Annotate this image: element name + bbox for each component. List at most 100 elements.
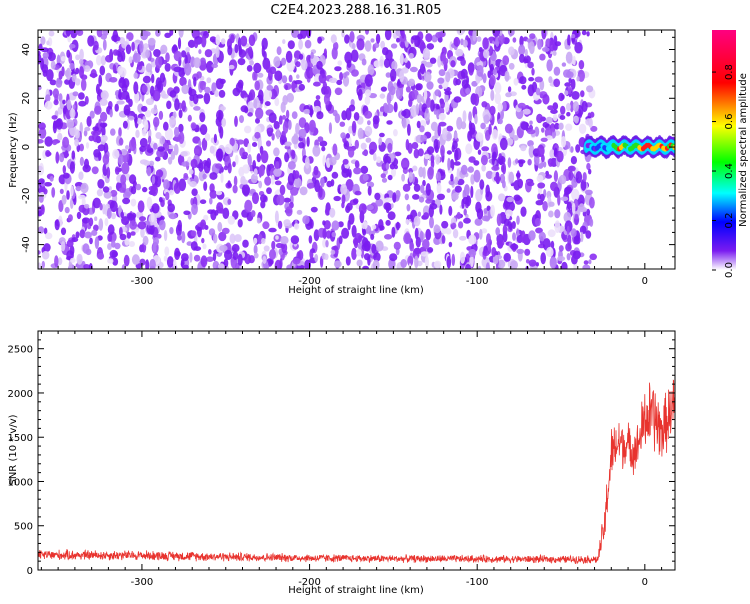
- spectrogram-noise-dot: [79, 66, 84, 79]
- spectrogram-noise-dot: [160, 90, 166, 99]
- spectrogram-noise-dot: [100, 55, 107, 66]
- spectrogram-noise-dot: [246, 65, 253, 72]
- spectrogram-noise-dot: [450, 173, 454, 182]
- spectrogram-noise-dot: [358, 203, 367, 215]
- spectrogram-noise-dot: [284, 84, 288, 91]
- spectrogram-noise-dot: [279, 258, 283, 269]
- spectrogram-noise-dot: [430, 99, 435, 112]
- spectrogram-noise-dot: [181, 231, 186, 244]
- spectrogram-noise-dot: [391, 60, 398, 71]
- spectrogram-noise-dot: [463, 208, 467, 216]
- spectrogram-noise-dot: [348, 104, 356, 112]
- spectrogram-noise-dot: [121, 83, 128, 93]
- spectrogram-noise-dot: [71, 150, 76, 160]
- spectrogram-noise-dot: [180, 151, 188, 157]
- spectrogram-noise-dot: [282, 39, 286, 45]
- spectrogram-noise-dot: [123, 254, 130, 267]
- spectrogram-noise-dot: [400, 40, 405, 49]
- spectrogram-noise-dot: [89, 237, 93, 245]
- spectrogram-noise-dot: [54, 255, 59, 268]
- spectrogram-noise-dot: [546, 59, 553, 72]
- spectrogram-noise-dot: [107, 258, 114, 264]
- spectrogram-noise-dot: [100, 90, 109, 100]
- spectrogram-noise-dot: [558, 245, 564, 252]
- spectrogram-noise-dot: [173, 50, 182, 62]
- spectrogram-noise-dot: [566, 225, 570, 235]
- spectrogram-noise-dot: [390, 203, 394, 209]
- spectrogram-noise-dot: [145, 98, 154, 106]
- spectrogram-noise-dot: [306, 30, 312, 39]
- spectrogram-noise-dot: [512, 232, 516, 241]
- spectrogram-noise-dot: [442, 52, 447, 65]
- spectrogram-noise-dot: [75, 185, 82, 192]
- spectrogram-noise-dot: [158, 110, 164, 120]
- spectrogram-noise-dot: [528, 259, 537, 267]
- snr-plot-area: [38, 331, 675, 570]
- spectrogram-noise-dot: [433, 138, 439, 151]
- spectrogram-noise-dot: [220, 38, 226, 45]
- spectrogram-noise-field: [38, 30, 598, 269]
- spectrogram-noise-dot: [481, 164, 486, 172]
- spectrogram-noise-dot: [212, 252, 217, 262]
- spectrogram-noise-dot: [252, 142, 258, 147]
- spectrogram-noise-dot: [194, 39, 199, 49]
- spectrogram-noise-dot: [258, 180, 263, 189]
- spectrogram-noise-dot: [567, 234, 572, 247]
- spectrogram-noise-dot: [284, 152, 290, 163]
- spectrogram-noise-dot: [69, 44, 76, 49]
- spectrogram-noise-dot: [550, 109, 558, 114]
- spectrogram-noise-dot: [581, 30, 587, 36]
- spectrogram-noise-dot: [128, 56, 133, 64]
- spectrogram-noise-dot: [351, 69, 359, 77]
- spectrogram-noise-dot: [165, 52, 170, 63]
- spectrogram-noise-dot: [430, 155, 435, 164]
- spectrogram-noise-dot: [74, 101, 78, 113]
- spectrogram-y-axis-label: Frequency (Hz): [8, 112, 19, 188]
- spectrogram-noise-dot: [569, 100, 574, 113]
- spectrogram-noise-dot: [96, 30, 103, 38]
- spectrogram-noise-dot: [418, 196, 425, 203]
- spectrogram-noise-dot: [206, 256, 214, 263]
- spectrogram-noise-dot: [94, 105, 102, 115]
- spectrogram-noise-dot: [508, 62, 515, 70]
- spectrogram-noise-dot: [542, 201, 548, 212]
- spectrogram-noise-dot: [508, 171, 515, 184]
- spectrogram-noise-dot: [145, 259, 150, 269]
- spectrogram-noise-dot: [494, 82, 502, 94]
- spectrogram-noise-dot: [185, 47, 190, 53]
- spectrogram-y-tick-label: 20: [21, 92, 32, 105]
- spectrogram-noise-dot: [181, 84, 190, 95]
- spectrogram-noise-dot: [313, 105, 321, 113]
- spectrogram-noise-dot: [423, 212, 430, 220]
- spectrogram-noise-dot: [438, 121, 447, 127]
- spectrogram-noise-dot: [155, 30, 161, 37]
- spectrogram-noise-dot: [69, 62, 75, 70]
- spectrogram-noise-dot: [519, 35, 524, 47]
- spectrogram-noise-dot: [310, 52, 314, 59]
- spectrogram-noise-dot: [385, 72, 391, 78]
- spectrogram-noise-dot: [527, 140, 534, 147]
- spectrogram-noise-dot: [150, 211, 155, 223]
- spectrogram-noise-dot: [346, 172, 352, 177]
- spectrogram-noise-dot: [79, 143, 84, 152]
- spectrogram-noise-dot: [74, 138, 79, 147]
- spectrogram-noise-dot: [354, 139, 359, 149]
- spectrogram-noise-dot: [190, 122, 197, 130]
- spectrogram-y-tick-label: 40: [21, 43, 32, 56]
- spectrogram-noise-dot: [518, 44, 526, 56]
- spectrogram-noise-dot: [413, 215, 421, 227]
- spectrogram-noise-dot: [240, 35, 248, 47]
- spectrogram-noise-dot: [546, 246, 554, 258]
- spectrogram-noise-dot: [534, 217, 541, 227]
- spectrogram-noise-dot: [344, 34, 350, 44]
- spectrogram-noise-dot: [356, 38, 365, 51]
- spectrogram-noise-dot: [85, 248, 92, 256]
- spectrogram-noise-dot: [427, 166, 434, 180]
- spectrogram-noise-dot: [460, 58, 466, 66]
- spectrogram-noise-dot: [258, 165, 265, 177]
- spectrogram-noise-dot: [539, 53, 546, 61]
- spectrogram-noise-dot: [78, 92, 85, 100]
- spectrogram-noise-dot: [111, 240, 116, 248]
- spectrogram-noise-dot: [118, 127, 122, 138]
- spectrogram-noise-dot: [66, 99, 72, 111]
